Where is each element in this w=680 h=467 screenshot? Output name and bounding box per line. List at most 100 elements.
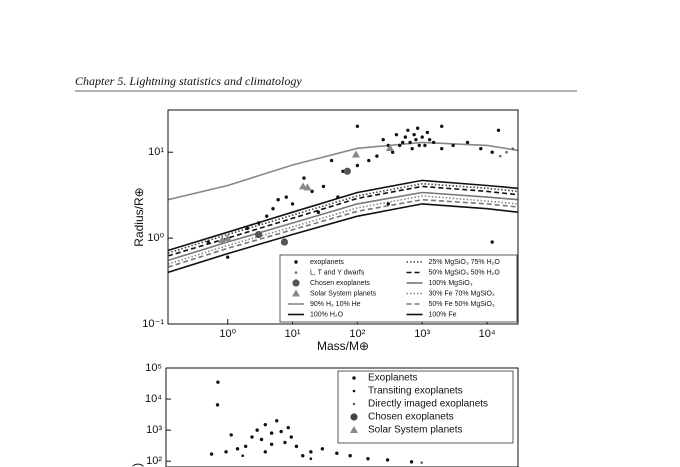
point [479, 146, 483, 151]
point [490, 240, 494, 244]
point [427, 137, 432, 142]
legend-marker [352, 389, 356, 393]
model-curve [168, 203, 518, 274]
legend-marker [292, 279, 300, 287]
legend-label: 25% MgSiO₃ 75% H₂O [429, 259, 501, 266]
legend-marker [350, 426, 358, 433]
point [290, 202, 295, 206]
point [224, 450, 228, 454]
point [415, 126, 420, 130]
plot-frame [167, 109, 519, 325]
legend-marker [352, 402, 356, 406]
point [381, 137, 385, 142]
point [289, 435, 293, 439]
model-curve [168, 195, 518, 265]
point [216, 380, 220, 384]
point [408, 140, 412, 145]
x-tick-label: 10⁴ [479, 328, 496, 340]
point [403, 135, 408, 139]
point [355, 124, 360, 129]
point [366, 457, 370, 461]
triangle-marker [351, 150, 360, 158]
point [283, 440, 287, 445]
legend-label: Chosen exoplanets [310, 280, 370, 287]
point [271, 206, 275, 211]
y-tick-label: 10² [146, 455, 162, 467]
point [255, 230, 263, 239]
legend-label: 30% Fe 70% MgSiO₃ [429, 290, 495, 297]
legend-label: Chosen exoplanets [368, 412, 454, 423]
point [280, 238, 289, 246]
point [259, 437, 264, 442]
y-tick-label: 10⁻¹ [142, 318, 164, 330]
point [394, 132, 399, 137]
point [348, 454, 352, 458]
point [263, 422, 268, 427]
y-tick-label: 10⁰ [147, 232, 164, 244]
point [209, 452, 214, 456]
point [414, 137, 418, 142]
x-tick-label: 10¹ [285, 328, 301, 340]
y-axis-label: Radius/R⊕ [132, 187, 146, 246]
point [301, 454, 305, 458]
point [286, 425, 290, 430]
legend-label: Transiting exoplanets [368, 386, 463, 397]
plot-area [209, 380, 423, 464]
point [505, 150, 508, 154]
point [390, 150, 395, 154]
y-axis-label: ρ/(g/cm³) [130, 463, 144, 467]
legend-label: 50% MgSiO₃ 50% H₂O [429, 269, 501, 276]
legend-label: L, T and Y dwarfs [310, 269, 365, 276]
point [335, 451, 339, 455]
point [412, 132, 416, 137]
plot-area [168, 124, 518, 274]
point [316, 210, 321, 214]
point [265, 214, 269, 218]
point [336, 195, 340, 199]
point [294, 444, 299, 449]
point [451, 143, 455, 148]
point [343, 167, 351, 175]
legend-label: 100% Fe [429, 311, 457, 318]
legend-marker [294, 271, 298, 274]
y-tick-label: 10³ [146, 424, 162, 436]
point [309, 457, 313, 461]
model-curve [168, 191, 518, 262]
triangle-marker [218, 236, 227, 244]
point [386, 202, 391, 206]
triangle-marker [223, 234, 232, 242]
legend-box [279, 254, 518, 323]
point [250, 435, 254, 439]
running-header: Chapter 5. Lightning statistics and clim… [75, 74, 302, 88]
point [320, 447, 325, 451]
point [440, 124, 444, 129]
point [269, 442, 274, 446]
point [375, 154, 379, 158]
model-curve [168, 141, 518, 201]
point [410, 146, 414, 151]
legend-marker [350, 413, 358, 421]
point [241, 454, 244, 458]
point [276, 197, 280, 202]
y-tick-label: 10⁴ [145, 393, 162, 405]
point [284, 195, 288, 199]
y-tick-label: 10⁵ [145, 362, 162, 374]
point [310, 189, 314, 194]
triangle-marker [303, 183, 312, 191]
legend-label: Directly imaged exoplanets [368, 399, 488, 410]
legend-marker [352, 376, 356, 380]
point [206, 240, 210, 244]
point [355, 163, 360, 168]
point [431, 140, 436, 145]
x-tick-label: 10³ [414, 328, 430, 340]
legend-label: exoplanets [310, 259, 344, 266]
point [423, 143, 427, 148]
point [465, 140, 470, 145]
legend-label: Exoplanets [368, 373, 417, 384]
legend-label: Solar System planets [310, 290, 377, 297]
x-tick-label: 10² [349, 328, 365, 340]
point [235, 447, 240, 451]
point [263, 450, 268, 454]
point [406, 128, 410, 132]
